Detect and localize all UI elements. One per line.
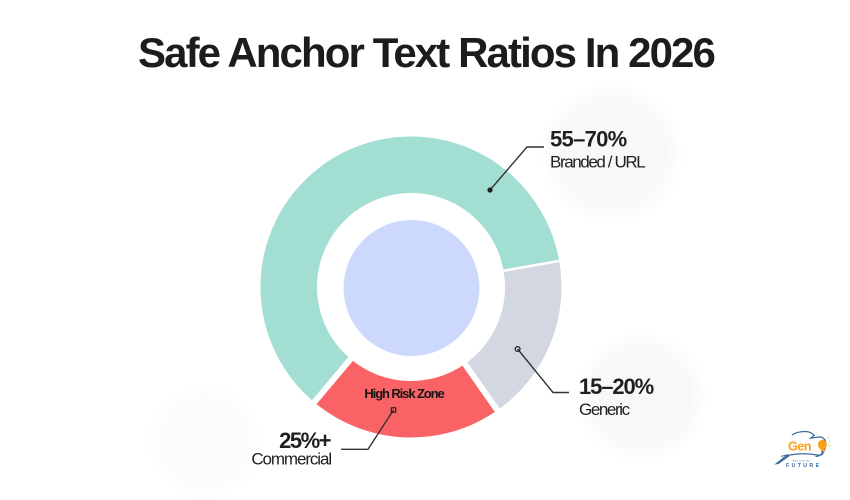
svg-text:15–20%: 15–20% bbox=[579, 374, 654, 399]
svg-text:55–70%: 55–70% bbox=[550, 127, 627, 152]
svg-text:High Risk Zone: High Risk Zone bbox=[364, 386, 444, 401]
svg-text:Branded / URL: Branded / URL bbox=[550, 153, 645, 172]
svg-text:Safe Anchor Text Ratios In 202: Safe Anchor Text Ratios In 2026 bbox=[138, 29, 715, 76]
svg-text:AND DIGITAL: AND DIGITAL bbox=[793, 460, 811, 463]
svg-text:Gen: Gen bbox=[788, 440, 811, 454]
svg-text:Generic: Generic bbox=[579, 400, 631, 419]
svg-text:25%+: 25%+ bbox=[279, 428, 331, 453]
svg-text:Commercial: Commercial bbox=[251, 450, 331, 469]
svg-text:FUTURE: FUTURE bbox=[786, 463, 821, 469]
